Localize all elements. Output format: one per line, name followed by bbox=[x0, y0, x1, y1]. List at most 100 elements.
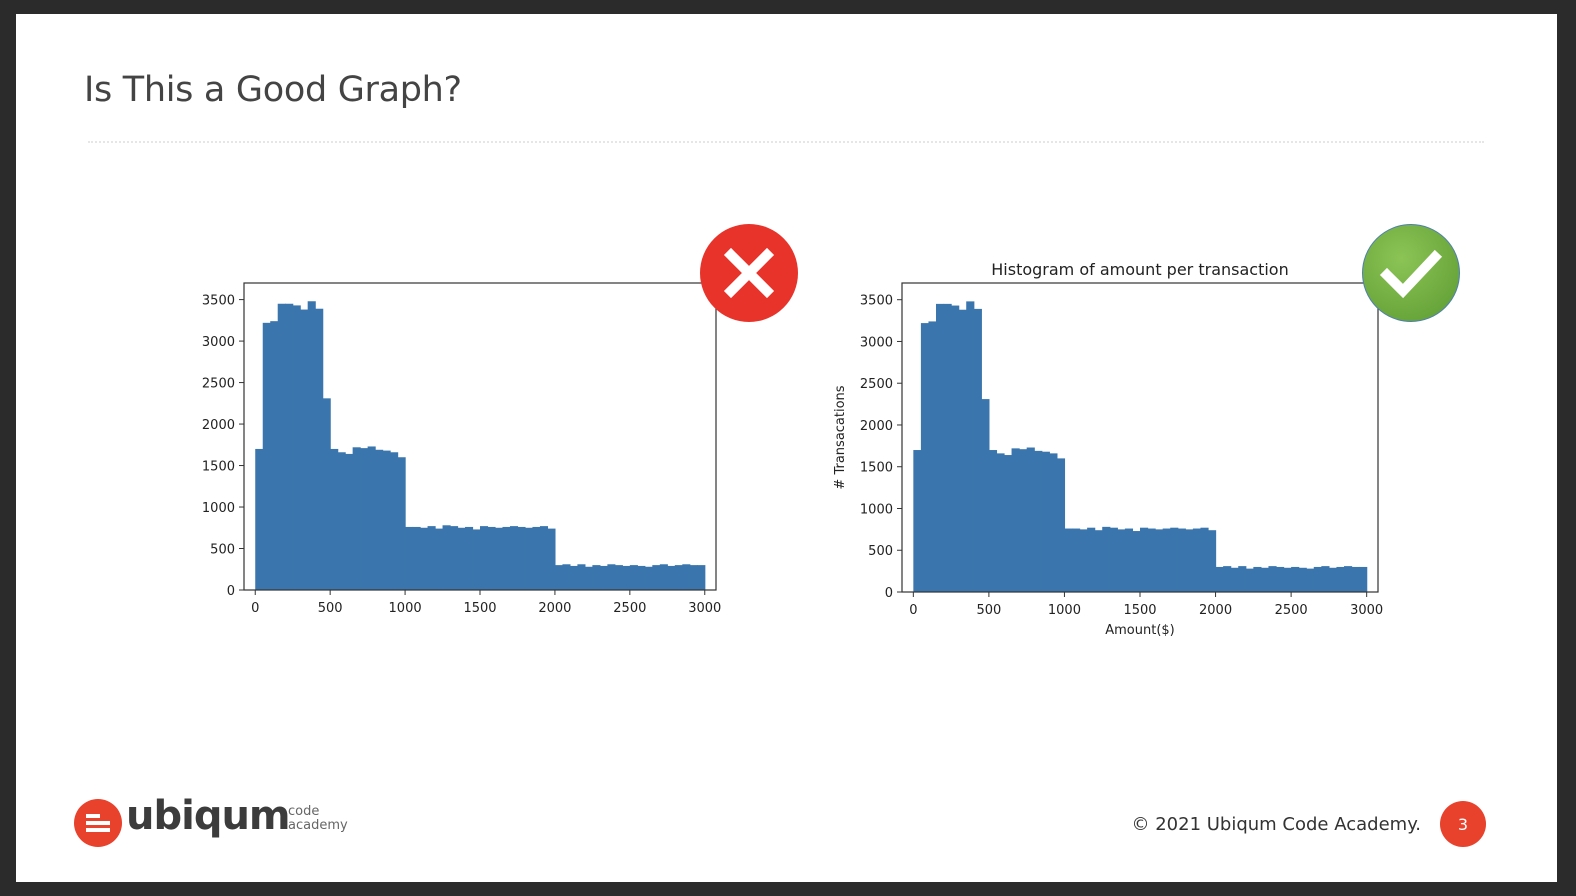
x-tick-label: 500 bbox=[976, 603, 1001, 618]
histogram-bar bbox=[652, 565, 661, 590]
histogram-bar bbox=[622, 565, 631, 590]
histogram-bar bbox=[936, 303, 945, 592]
histogram-bar bbox=[1034, 450, 1043, 592]
histogram-bar bbox=[307, 301, 316, 590]
histogram-bar bbox=[958, 309, 967, 592]
logo-sub-line2: academy bbox=[288, 818, 348, 833]
title-divider bbox=[88, 141, 1484, 143]
histogram-bar bbox=[517, 526, 526, 590]
y-tick-label: 2500 bbox=[860, 377, 893, 392]
histogram-bar bbox=[1140, 527, 1149, 592]
x-tick-label: 0 bbox=[909, 603, 917, 618]
logo-wordmark: ubiqum bbox=[126, 793, 291, 839]
histogram-bar bbox=[472, 529, 481, 590]
histogram-bar bbox=[1185, 529, 1194, 592]
histogram-bar bbox=[614, 565, 623, 590]
logo-subtitle: code academy bbox=[288, 805, 368, 833]
x-tick-label: 500 bbox=[318, 601, 343, 616]
histogram-bar bbox=[637, 565, 646, 590]
histogram-bar bbox=[382, 450, 391, 590]
histogram-bar bbox=[1011, 448, 1020, 592]
histogram-bar bbox=[928, 321, 937, 592]
y-tick-label: 0 bbox=[885, 586, 893, 601]
histogram-bar bbox=[629, 565, 638, 590]
histogram-bar bbox=[689, 565, 698, 590]
histogram-bar bbox=[539, 526, 549, 590]
histogram-bar bbox=[270, 321, 279, 590]
histogram-bar bbox=[494, 527, 504, 590]
histogram-bar bbox=[457, 527, 466, 590]
histogram-bar bbox=[1155, 529, 1164, 592]
histogram-bar bbox=[1041, 451, 1050, 592]
histogram-bar bbox=[315, 308, 324, 590]
histogram-bar bbox=[1344, 566, 1353, 592]
histogram-bad: 0 500 1000 1500 2000 2500 3000 0 500 1000 1500 2000… bbox=[202, 282, 721, 616]
histogram-bar bbox=[659, 564, 668, 590]
histogram-bar bbox=[390, 452, 399, 590]
histogram-bar bbox=[1208, 530, 1217, 592]
histogram-bar bbox=[554, 565, 564, 590]
histogram-bar bbox=[1109, 527, 1118, 592]
histogram-bar bbox=[285, 303, 294, 590]
histogram-bar bbox=[920, 323, 930, 592]
histogram-bar bbox=[1132, 531, 1141, 592]
histogram-bar bbox=[1359, 566, 1368, 592]
histogram-bar bbox=[1026, 447, 1035, 592]
chart-title: Histogram of amount per transaction bbox=[991, 260, 1288, 279]
histogram-bar bbox=[1321, 566, 1330, 592]
slide: Is This a Good Graph? 0 500 1000 1500 2000 25… bbox=[16, 14, 1557, 882]
x-tick-label: 2500 bbox=[613, 601, 646, 616]
logo-sub-line1: code bbox=[288, 804, 320, 819]
histogram-good: 0 500 1000 1500 2000 2500 3000 0 500 1000 1500 2000… bbox=[833, 260, 1383, 638]
histogram-bar bbox=[420, 527, 429, 590]
histogram-bar bbox=[943, 303, 952, 592]
histogram-bar bbox=[682, 564, 691, 590]
y-tick-label: 3000 bbox=[202, 335, 235, 350]
x-tick-label: 1500 bbox=[463, 601, 496, 616]
y-tick-label: 2000 bbox=[860, 419, 893, 434]
cross-icon bbox=[723, 247, 775, 299]
histogram-bar bbox=[1147, 528, 1156, 592]
histogram-bar bbox=[1253, 566, 1262, 592]
histogram-bar bbox=[352, 447, 361, 590]
x-tick-label: 2000 bbox=[1199, 603, 1232, 618]
histogram-bar bbox=[360, 448, 369, 590]
histogram-bar bbox=[607, 564, 616, 590]
bad-badge bbox=[700, 224, 798, 322]
footer-copyright: © 2021 Ubiqum Code Academy. bbox=[1131, 814, 1421, 835]
histogram-bar bbox=[255, 448, 264, 590]
histogram-bar bbox=[450, 526, 459, 590]
histogram-bar bbox=[1351, 566, 1360, 592]
histogram-bar bbox=[1260, 567, 1270, 592]
histogram-bar bbox=[1313, 566, 1322, 592]
histogram-bar bbox=[1291, 566, 1300, 592]
histogram-bar bbox=[397, 457, 406, 590]
histogram-bar bbox=[1064, 528, 1073, 592]
histogram-bar bbox=[1170, 527, 1179, 592]
histogram-bar bbox=[442, 525, 451, 590]
histogram-bar bbox=[1087, 527, 1096, 592]
y-tick-label: 500 bbox=[210, 543, 235, 558]
histogram-bar bbox=[562, 564, 571, 590]
histogram-bar bbox=[1298, 567, 1307, 592]
histogram-bar bbox=[644, 566, 653, 590]
histogram-bar bbox=[592, 565, 601, 590]
good-badge bbox=[1362, 224, 1460, 322]
y-tick-label: 2000 bbox=[202, 418, 235, 433]
x-axis-label: Amount($) bbox=[1105, 623, 1175, 638]
y-tick-label: 1000 bbox=[860, 502, 893, 517]
histogram-bar bbox=[435, 528, 444, 590]
histogram-bar bbox=[292, 305, 301, 590]
histogram-bar bbox=[1162, 528, 1171, 592]
histogram-bar bbox=[1019, 449, 1028, 592]
x-tick-label: 2000 bbox=[538, 601, 571, 616]
histogram-bar bbox=[981, 399, 990, 592]
histogram-bar bbox=[547, 528, 556, 590]
x-tick-label: 2500 bbox=[1275, 603, 1308, 618]
histogram-bar bbox=[1004, 455, 1013, 592]
histogram-bar bbox=[697, 565, 706, 590]
histogram-bar bbox=[524, 527, 534, 590]
histogram-bar bbox=[330, 448, 339, 590]
histogram-bar bbox=[1117, 529, 1126, 592]
x-tick-label: 0 bbox=[251, 601, 259, 616]
